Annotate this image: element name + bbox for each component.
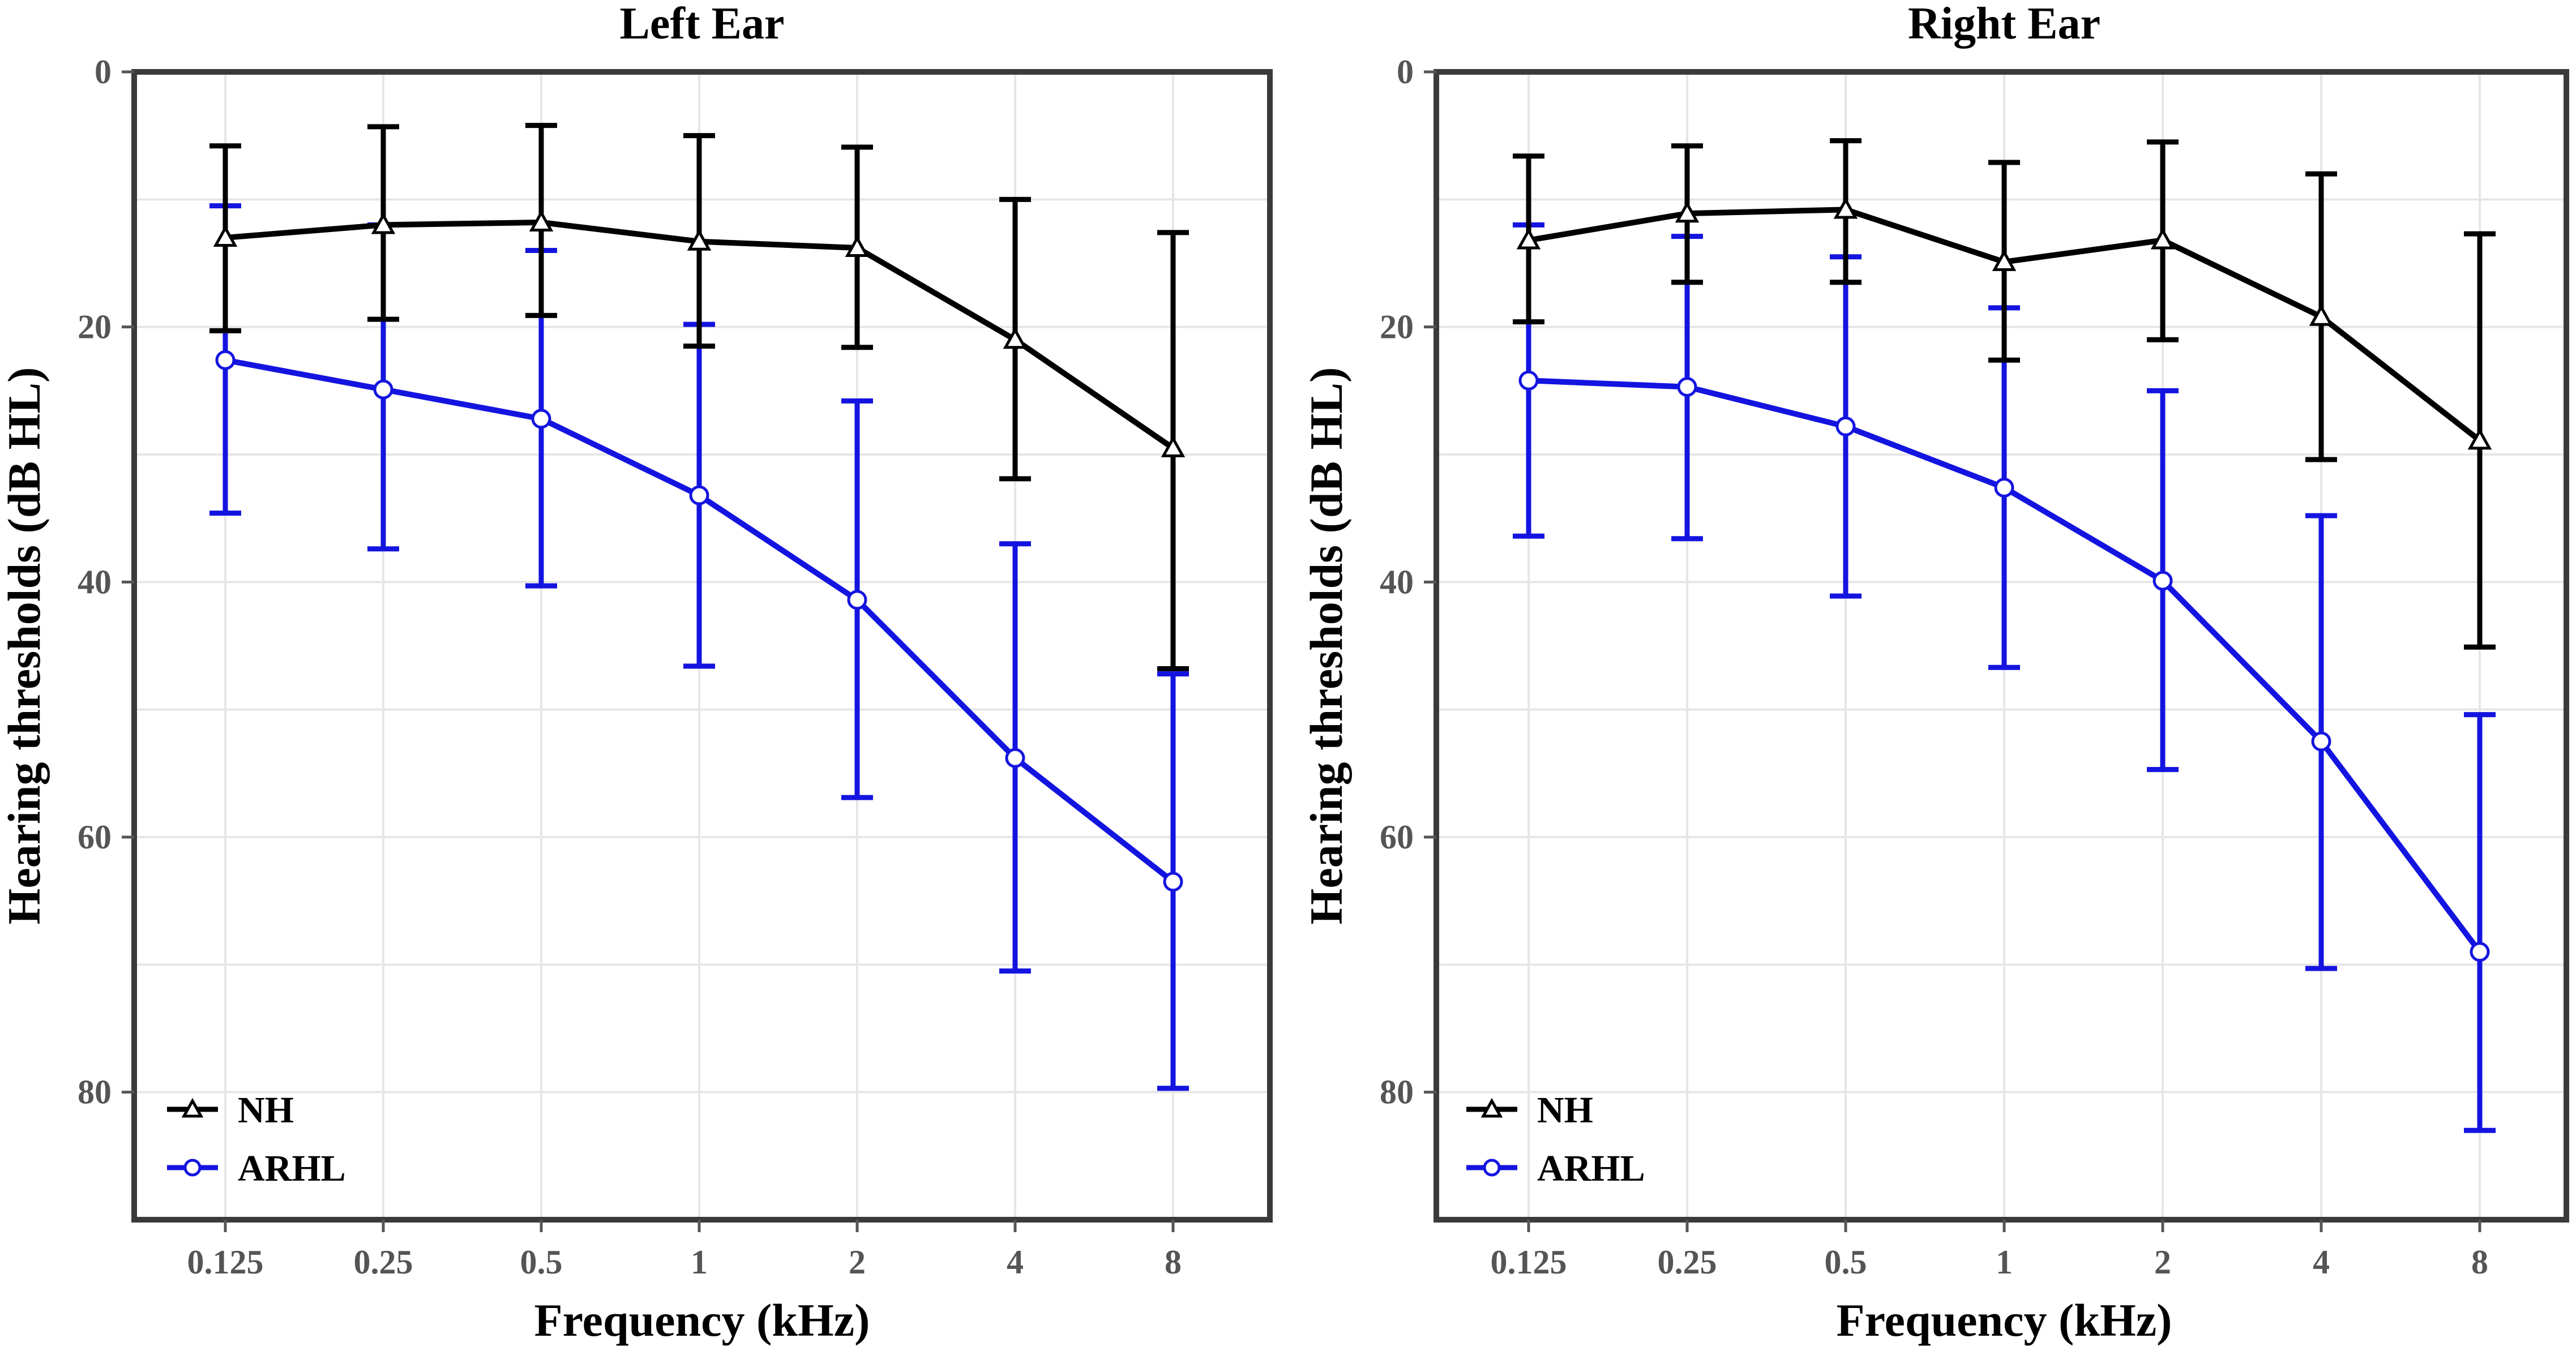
left-ear-nh-point bbox=[529, 209, 554, 231]
left-ear-series-nh bbox=[209, 123, 1189, 672]
right-ear-arhl-point bbox=[2470, 942, 2490, 962]
left-ear-arhl-point bbox=[215, 350, 236, 370]
right-ear-arhl-point bbox=[1518, 370, 1539, 391]
right-ear-x-tick-label: 4 bbox=[2313, 1243, 2330, 1281]
left-ear-legend: NH ARHL bbox=[167, 1090, 346, 1189]
right-ear-legend-marker-nh bbox=[1480, 1097, 1503, 1118]
right-ear-x-tick-label: 1 bbox=[1996, 1243, 2013, 1281]
left-ear-nh-point bbox=[1161, 435, 1186, 457]
left-ear-nh-point bbox=[845, 235, 870, 258]
left-ear-y-tick-label: 60 bbox=[78, 818, 112, 856]
left-ear-x-tick-label: 4 bbox=[1007, 1243, 1024, 1281]
right-ear-legend-item-arhl: ARHL bbox=[1466, 1148, 1645, 1189]
right-ear-arhl-point bbox=[2311, 731, 2331, 752]
left-ear-y-tick-label: 80 bbox=[78, 1074, 112, 1111]
right-ear-y-tick-label: 0 bbox=[1397, 53, 1414, 91]
right-ear-y-tick-label: 60 bbox=[1380, 818, 1414, 856]
right-ear-x-tick-label: 0.25 bbox=[1658, 1243, 1717, 1281]
left-ear-nh-point bbox=[687, 229, 712, 251]
left-ear-legend-marker-arhl bbox=[183, 1159, 202, 1177]
left-ear-x-tick-label: 8 bbox=[1165, 1243, 1182, 1281]
left-ear-x-tick-label: 0.25 bbox=[354, 1243, 413, 1281]
right-ear-plot-frame bbox=[1434, 69, 2569, 1223]
left-ear-legend-item-nh: NH bbox=[167, 1090, 294, 1131]
left-ear-x-tick-label: 0.125 bbox=[187, 1243, 264, 1281]
right-ear-legend: NH ARHL bbox=[1466, 1090, 1645, 1189]
right-ear-arhl-point bbox=[1994, 478, 2014, 498]
left-ear-arhl-point bbox=[373, 379, 393, 400]
left-ear-arhl-point bbox=[847, 590, 867, 610]
left-ear-arhl-point bbox=[531, 409, 551, 429]
left-ear-x-tick-label: 2 bbox=[849, 1243, 866, 1281]
left-ear-nh-point bbox=[1003, 327, 1028, 349]
right-ear-nh-point bbox=[2467, 428, 2492, 450]
right-ear-arhl-error-bar bbox=[2464, 712, 2496, 1133]
right-ear-legend-label-nh: NH bbox=[1537, 1090, 1593, 1131]
left-ear-legend-label-arhl: ARHL bbox=[238, 1148, 346, 1189]
right-ear-nh-point bbox=[1833, 197, 1858, 219]
left-ear-title: Left Ear bbox=[619, 0, 784, 49]
right-ear-nh-point bbox=[2150, 228, 2175, 250]
left-ear-nh-point bbox=[213, 225, 238, 247]
right-ear-nh-point bbox=[2309, 304, 2334, 326]
left-ear-y-tick-label: 0 bbox=[95, 53, 112, 91]
right-ear-arhl-point bbox=[2153, 571, 2173, 591]
right-ear-x-tick-label: 0.125 bbox=[1491, 1243, 1567, 1281]
right-ear-nh-point bbox=[1516, 228, 1541, 250]
right-ear-arhl-point bbox=[1835, 416, 1856, 436]
right-ear-panel: 0 20 40 60 80 0.125 0.25 0.5 1 2 4 8 Right Ear Freque… bbox=[1300, 0, 2569, 1346]
left-ear-arhl-point bbox=[1163, 872, 1183, 892]
left-ear-panel: 0 20 40 60 80 0.125 0.25 0.5 1 2 4 8 Left Ear Frequen… bbox=[0, 0, 1273, 1346]
right-ear-nh-point bbox=[1992, 249, 2017, 271]
right-ear-series-nh bbox=[1513, 138, 2496, 650]
right-ear-x-tick-label: 2 bbox=[2154, 1243, 2171, 1281]
left-ear-legend-marker-nh bbox=[181, 1097, 204, 1118]
right-ear-y-tick-label: 80 bbox=[1380, 1074, 1414, 1111]
right-ear-series-arhl bbox=[1513, 222, 2496, 1133]
right-ear-arhl-point bbox=[1677, 377, 1697, 397]
left-ear-x-tick-label: 1 bbox=[691, 1243, 708, 1281]
right-ear-x-tick-label: 8 bbox=[2471, 1243, 2488, 1281]
left-ear-legend-item-arhl: ARHL bbox=[167, 1148, 346, 1189]
right-ear-nh-point bbox=[1675, 200, 1700, 223]
right-ear-legend-marker-arhl bbox=[1483, 1159, 1501, 1177]
right-ear-x-axis-label: Frequency (kHz) bbox=[1837, 1294, 2172, 1346]
left-ear-y-tick-label: 20 bbox=[78, 308, 112, 346]
right-ear-legend-label-arhl: ARHL bbox=[1537, 1148, 1645, 1189]
right-ear-y-axis-label: Hearing thresholds (dB HL) bbox=[1300, 367, 1352, 925]
right-ear-legend-item-nh: NH bbox=[1466, 1090, 1593, 1131]
left-ear-y-tick-label: 40 bbox=[78, 563, 112, 601]
right-ear-y-tick-label: 20 bbox=[1380, 308, 1414, 346]
left-ear-arhl-point bbox=[1005, 748, 1025, 768]
left-ear-nh-point bbox=[371, 212, 396, 234]
right-ear-y-tick-label: 40 bbox=[1380, 563, 1414, 601]
left-ear-plot-frame bbox=[131, 69, 1273, 1223]
left-ear-x-axis-label: Frequency (kHz) bbox=[534, 1294, 870, 1346]
right-ear-title: Right Ear bbox=[1908, 0, 2100, 49]
left-ear-arhl-point bbox=[689, 485, 709, 505]
left-ear-x-tick-label: 0.5 bbox=[520, 1243, 563, 1281]
left-ear-series-arhl bbox=[209, 203, 1189, 1091]
right-ear-x-tick-label: 0.5 bbox=[1825, 1243, 1867, 1281]
left-ear-y-axis-label: Hearing thresholds (dB HL) bbox=[0, 367, 50, 925]
left-ear-legend-label-nh: NH bbox=[238, 1090, 294, 1131]
